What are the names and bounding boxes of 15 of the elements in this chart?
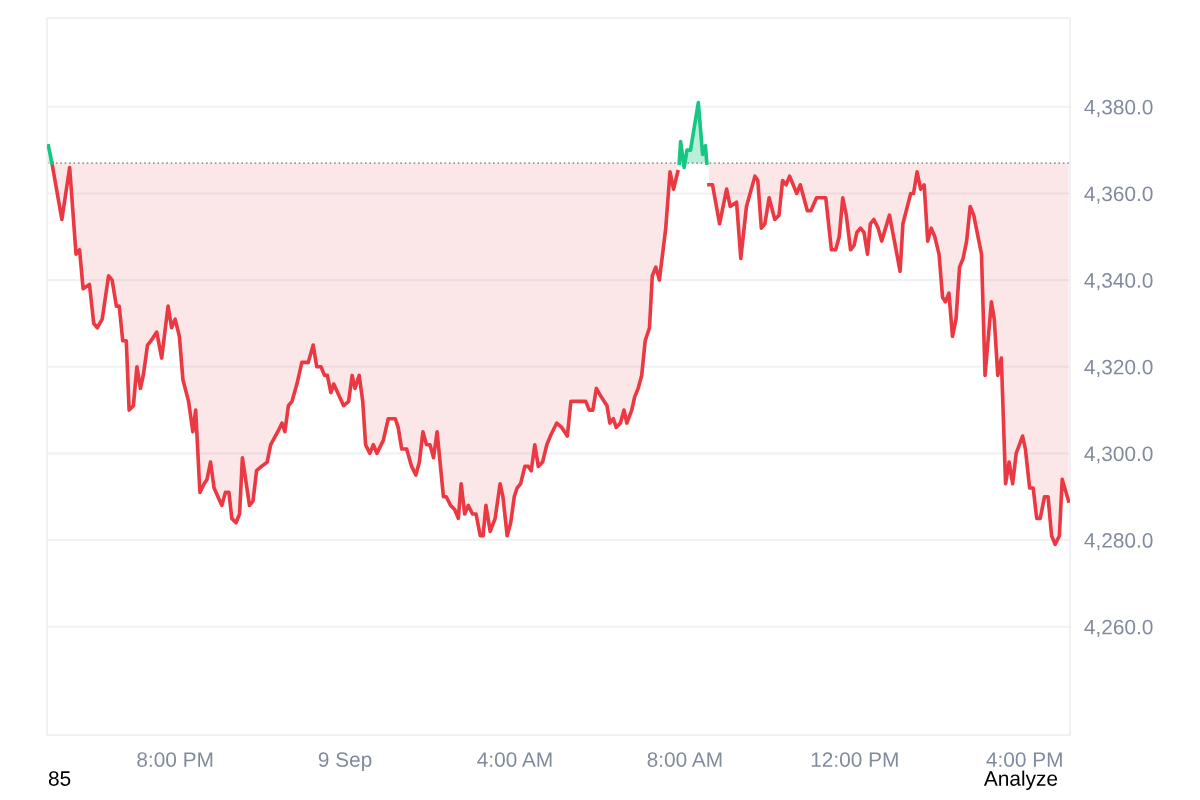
y-tick-label: 4,340.0 [1084,273,1153,291]
x-tick-label: 8:00 PM [137,752,213,767]
y-tick-label: 4,360.0 [1084,186,1153,204]
y-tick-label: 4,320.0 [1084,359,1153,377]
y-tick-label: 4,380.0 [1084,99,1153,118]
x-tick-label: 8:00 AM [647,752,722,767]
x-tick-label: 9 Sep [318,752,372,772]
y-tick-label: 4,300.0 [1084,446,1153,464]
text: Analyze [983,770,1058,790]
text: 85 [48,771,71,786]
y-tick-label: 4,260.0 [1084,619,1153,637]
x-tick-label: 4:00 AM [477,752,552,767]
y-tick-label: 4,280.0 [1084,533,1153,551]
x-tick-label: 4:00 PM [986,752,1062,767]
x-tick-label: 12:00 PM [811,752,898,767]
